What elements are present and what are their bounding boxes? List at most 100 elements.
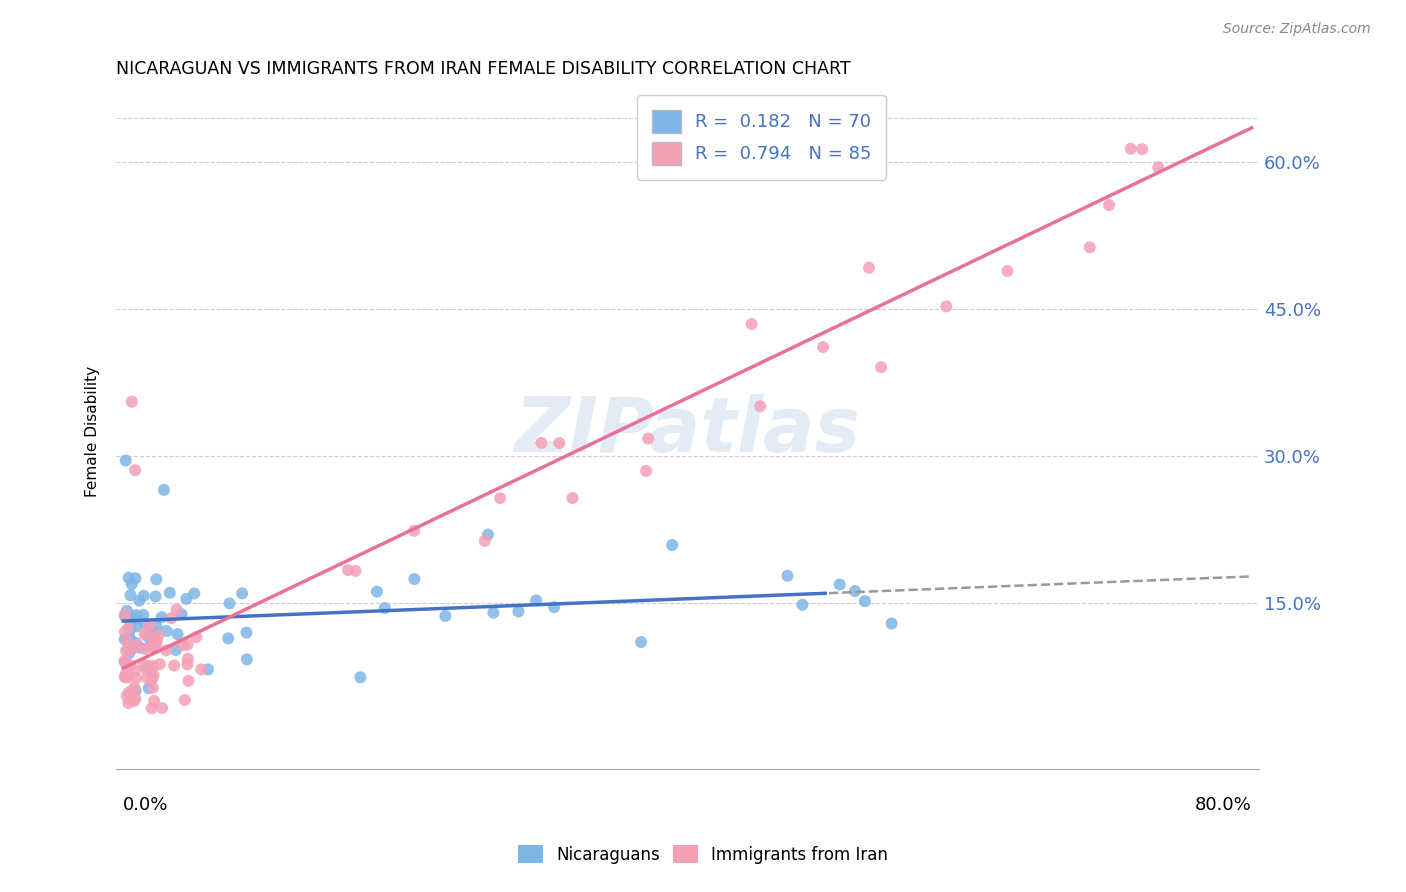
Point — [117, 696, 139, 710]
Point — [134, 642, 156, 657]
Point — [530, 436, 553, 450]
Point — [143, 694, 166, 708]
Point — [114, 609, 136, 624]
Point — [145, 635, 167, 649]
Point — [136, 671, 159, 685]
Point — [138, 618, 160, 632]
Point — [124, 571, 146, 585]
Point — [197, 662, 219, 676]
Point — [120, 688, 142, 702]
Point — [176, 657, 198, 672]
Point — [1147, 161, 1170, 175]
Point — [190, 662, 212, 676]
Point — [118, 630, 141, 644]
Point — [124, 683, 146, 698]
Point — [142, 631, 165, 645]
Point — [543, 600, 565, 615]
Point — [155, 643, 177, 657]
Point — [477, 527, 499, 541]
Point — [120, 616, 142, 631]
Point — [132, 607, 155, 622]
Point — [114, 453, 136, 467]
Point — [134, 616, 156, 631]
Point — [160, 611, 183, 625]
Point — [404, 572, 426, 586]
Point — [118, 636, 141, 650]
Point — [235, 625, 257, 640]
Point — [120, 588, 142, 602]
Point — [114, 608, 136, 623]
Point — [150, 701, 173, 715]
Point — [489, 491, 512, 506]
Point — [853, 594, 876, 608]
Point — [811, 340, 834, 354]
Point — [149, 657, 172, 672]
Point — [138, 659, 160, 673]
Text: Source: ZipAtlas.com: Source: ZipAtlas.com — [1223, 22, 1371, 37]
Point — [1098, 198, 1121, 212]
Point — [880, 616, 903, 631]
Point — [474, 533, 496, 548]
Point — [114, 670, 136, 684]
Point — [561, 491, 583, 505]
Point — [114, 607, 136, 622]
Point — [145, 633, 167, 648]
Point — [749, 400, 772, 414]
Point — [150, 610, 173, 624]
Point — [118, 670, 141, 684]
Point — [141, 701, 163, 715]
Point — [115, 666, 138, 681]
Point — [236, 652, 259, 666]
Point — [120, 643, 142, 657]
Point — [404, 524, 426, 538]
Point — [132, 589, 155, 603]
Point — [344, 564, 367, 578]
Point — [142, 635, 165, 649]
Point — [124, 463, 146, 477]
Point — [142, 659, 165, 673]
Point — [637, 432, 659, 446]
Point — [114, 632, 136, 647]
Point — [657, 154, 679, 169]
Point — [138, 626, 160, 640]
Point — [132, 657, 155, 672]
Point — [142, 668, 165, 682]
Point — [177, 673, 200, 688]
Point — [935, 299, 957, 313]
Point — [776, 568, 799, 582]
Point — [374, 601, 396, 615]
Point — [844, 584, 866, 599]
Point — [124, 664, 146, 678]
Point — [122, 694, 145, 708]
Point — [128, 593, 150, 607]
Point — [170, 607, 193, 622]
Point — [120, 632, 142, 647]
Point — [166, 627, 188, 641]
Point — [508, 604, 530, 618]
Text: 80.0%: 80.0% — [1195, 797, 1251, 814]
Point — [148, 628, 170, 642]
Point — [218, 596, 240, 610]
Point — [125, 671, 148, 685]
Point — [145, 572, 167, 586]
Point — [115, 689, 138, 703]
Point — [135, 663, 157, 677]
Point — [124, 681, 146, 695]
Point — [115, 604, 138, 618]
Point — [183, 586, 205, 600]
Point — [173, 693, 195, 707]
Point — [1078, 240, 1101, 254]
Point — [349, 670, 371, 684]
Point — [141, 663, 163, 677]
Point — [121, 394, 143, 409]
Point — [127, 638, 149, 652]
Point — [135, 625, 157, 640]
Point — [124, 691, 146, 706]
Point — [661, 538, 683, 552]
Point — [997, 264, 1019, 278]
Y-axis label: Female Disability: Female Disability — [86, 366, 100, 497]
Point — [117, 571, 139, 585]
Point — [366, 584, 388, 599]
Point — [122, 610, 145, 624]
Point — [186, 630, 208, 644]
